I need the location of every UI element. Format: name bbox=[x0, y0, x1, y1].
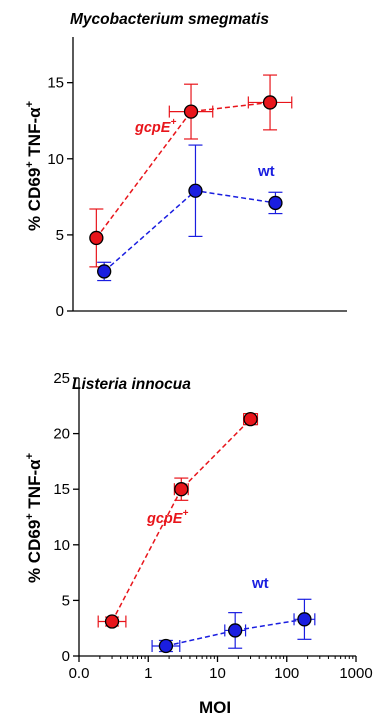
x-axis-label: MOI bbox=[199, 698, 231, 717]
y-tick-label-bottom: 5 bbox=[62, 592, 70, 609]
legend-label-wt-top: wt bbox=[257, 163, 275, 180]
y-axis-label-bottom: % CD69+ TNF-α+ bbox=[24, 453, 44, 583]
x-tick-label-bottom: 10 bbox=[209, 665, 226, 682]
chart-title-top: Mycobacterium smegmatis bbox=[70, 11, 269, 28]
y-tick-label-bottom: 10 bbox=[53, 537, 70, 554]
legend-label-gcpE-top: gcpE+ bbox=[134, 117, 176, 136]
y-tick-label-bottom: 20 bbox=[53, 426, 70, 443]
x-tick-label-bottom: 1 bbox=[144, 665, 152, 682]
panel-mycobacterium: Mycobacterium smegmatis % CD69+ TNF-α+ 0… bbox=[24, 11, 347, 320]
series-line-blue-top bbox=[103, 189, 276, 272]
panel-listeria: Listeria innocua % CD69+ TNF-α+ 0 5 10 15 20… bbox=[24, 370, 373, 717]
series-line-red-bottom bbox=[111, 418, 252, 622]
y-axis-label-top: % CD69+ TNF-α+ bbox=[24, 101, 44, 231]
x-tick-label-bottom: 1000 bbox=[339, 665, 372, 682]
data-point-blue-bottom bbox=[297, 612, 312, 627]
y-tick-label-bottom: 25 bbox=[53, 370, 70, 387]
x-tick-label-bottom: 100 bbox=[274, 665, 299, 682]
data-point-red-bottom bbox=[104, 614, 120, 629]
data-point-red-bottom bbox=[174, 482, 189, 497]
series-line-red-top bbox=[95, 101, 271, 239]
data-point-red-top bbox=[183, 104, 199, 119]
y-tick-label-top: 10 bbox=[47, 151, 64, 168]
data-point-blue-top bbox=[268, 195, 283, 211]
legend-label-wt-bottom: wt bbox=[251, 575, 269, 592]
y-tick-label-bottom: 15 bbox=[53, 481, 70, 498]
data-point-red-top bbox=[89, 230, 104, 246]
data-point-red-top bbox=[262, 95, 278, 110]
data-point-red-bottom bbox=[243, 411, 258, 427]
data-point-blue-top bbox=[97, 264, 112, 279]
y-tick-label-bottom: 0 bbox=[62, 648, 70, 665]
x-tick-label-bottom: 0.0 bbox=[69, 665, 90, 682]
y-tick-label-top: 0 bbox=[56, 303, 64, 320]
data-point-blue-bottom bbox=[228, 623, 243, 638]
chart-title-bottom: Listeria innocua bbox=[72, 376, 191, 393]
y-tick-label-top: 15 bbox=[47, 75, 64, 92]
data-point-blue-bottom bbox=[158, 638, 174, 654]
legend-label-gcpE-bottom: gcpE+ bbox=[146, 508, 188, 527]
y-tick-label-top: 5 bbox=[56, 227, 64, 244]
data-point-blue-top bbox=[188, 183, 203, 198]
